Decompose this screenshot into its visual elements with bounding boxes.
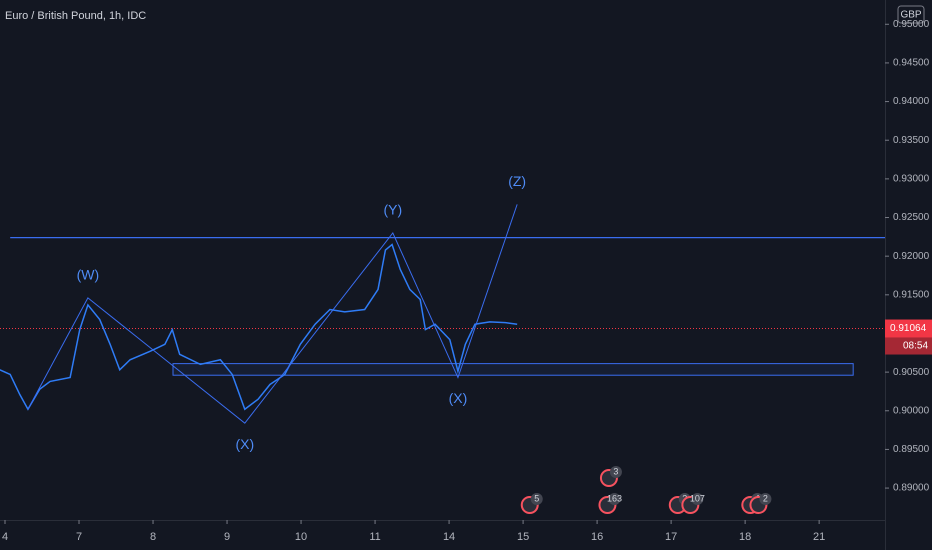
- event-badge: [609, 466, 622, 478]
- y-tick-label: 0.92500: [893, 212, 930, 223]
- event-count: 2: [763, 493, 768, 503]
- price-line: [0, 243, 518, 411]
- event-count: 163: [607, 493, 622, 503]
- event-count: 107: [690, 493, 705, 503]
- chart-title: Euro / British Pound, 1h, IDC: [5, 10, 146, 22]
- last-price-tag: [885, 319, 932, 338]
- y-tick-label: 0.92000: [893, 251, 930, 262]
- x-tick-label: 21: [813, 531, 825, 543]
- y-tick-label: 0.95000: [893, 19, 930, 30]
- x-tick-label: 17: [665, 531, 677, 543]
- x-tick-label: 11: [369, 531, 380, 543]
- y-tick-label: 0.94500: [893, 58, 930, 69]
- y-tick-label: 0.93500: [893, 135, 930, 146]
- y-tick-label: 0.89500: [893, 444, 930, 455]
- wave-label: (W): [77, 267, 100, 283]
- y-tick-label: 0.93000: [893, 174, 930, 185]
- countdown-tag: [885, 337, 932, 355]
- x-tick-label: 8: [150, 531, 156, 543]
- wave-label: (X): [235, 436, 254, 452]
- currency-label[interactable]: GBP: [900, 10, 921, 21]
- event-badge: [608, 493, 621, 505]
- x-tick-label: 14: [443, 531, 455, 543]
- x-tick-label: 15: [517, 531, 529, 543]
- countdown-label: 08:54: [903, 341, 928, 352]
- x-tick-label: 18: [739, 531, 751, 543]
- event-count: 3: [613, 466, 618, 476]
- y-tick-label: 0.90500: [893, 367, 930, 378]
- x-tick-label: 10: [295, 531, 307, 543]
- y-tick-label: 0.90000: [893, 405, 930, 416]
- wave-label: (Y): [383, 202, 402, 218]
- event-count: 5: [534, 493, 539, 503]
- wave-label: (X): [449, 390, 468, 406]
- event-badge: [691, 493, 704, 505]
- x-tick-label: 4: [2, 531, 8, 543]
- x-tick-label: 7: [76, 531, 82, 543]
- y-tick-label: 0.94000: [893, 96, 930, 107]
- y-tick-label: 0.91500: [893, 289, 930, 300]
- x-tick-label: 16: [591, 531, 603, 543]
- event-badge: [530, 493, 543, 505]
- currency-box[interactable]: [897, 5, 925, 24]
- last-price-label: 0.91064: [890, 323, 927, 334]
- y-tick-label: 0.89000: [893, 483, 930, 494]
- support-zone: [172, 363, 854, 376]
- wave-label: (Z): [508, 173, 526, 189]
- event-badge: [759, 493, 772, 505]
- wave-path: [27, 204, 518, 424]
- x-tick-label: 9: [224, 531, 230, 543]
